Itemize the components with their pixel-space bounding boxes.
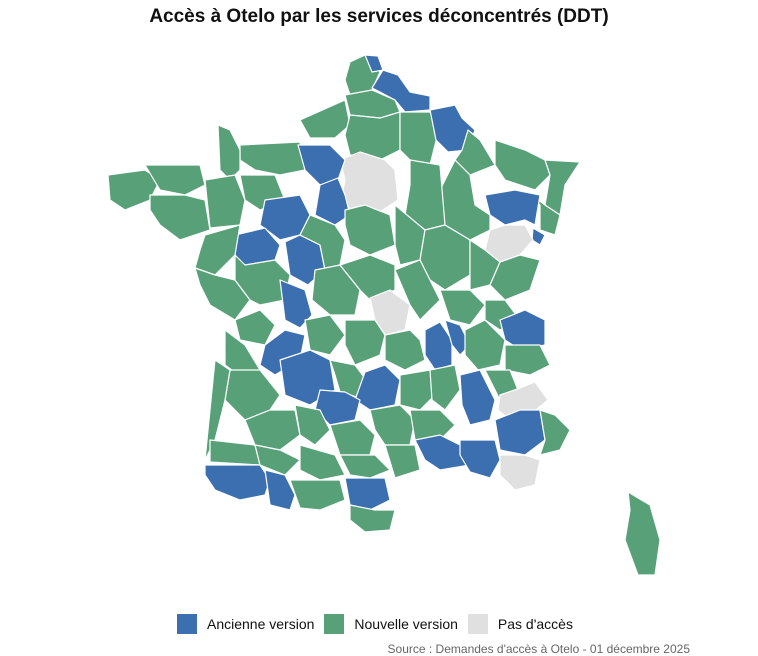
department-region xyxy=(299,99,351,139)
legend: Ancienne version Nouvelle version Pas d'… xyxy=(177,614,583,634)
department-region xyxy=(349,504,396,533)
department-region xyxy=(494,139,551,191)
department-region xyxy=(344,204,396,256)
department-region xyxy=(204,464,271,501)
department-region xyxy=(394,204,426,266)
department-region xyxy=(304,314,346,356)
department-region xyxy=(459,439,501,479)
department-region xyxy=(329,419,376,456)
department-region xyxy=(204,174,246,229)
department-region xyxy=(429,364,461,411)
legend-item-ancienne: Ancienne version xyxy=(177,614,314,634)
department-region xyxy=(264,469,296,511)
department-region xyxy=(194,267,251,321)
department-region xyxy=(489,254,541,301)
department-region xyxy=(539,409,571,456)
department-region xyxy=(344,111,401,161)
department-region xyxy=(544,159,581,216)
department-region xyxy=(289,479,346,511)
legend-swatch-ancienne xyxy=(177,614,197,634)
department-region xyxy=(354,364,401,411)
department-region xyxy=(234,309,276,346)
department-region xyxy=(339,151,399,213)
department-region xyxy=(339,454,391,479)
department-region xyxy=(344,319,386,366)
department-region xyxy=(339,254,396,301)
department-region xyxy=(524,189,561,236)
department-region xyxy=(624,491,661,576)
department-region xyxy=(399,369,436,411)
legend-label-nouvelle: Nouvelle version xyxy=(354,616,458,632)
department-region xyxy=(369,404,416,446)
department-region xyxy=(459,369,496,426)
legend-swatch-nouvelle xyxy=(324,614,345,634)
department-region xyxy=(144,164,206,196)
department-region xyxy=(497,381,549,421)
department-region xyxy=(344,477,391,511)
legend-label-ancienne: Ancienne version xyxy=(207,616,315,632)
legend-label-pas-acces: Pas d'accès xyxy=(497,616,573,632)
department-region xyxy=(409,409,456,441)
department-region xyxy=(299,444,346,481)
department-region xyxy=(294,404,331,446)
department-region xyxy=(254,444,301,476)
department-region xyxy=(504,344,551,376)
department-region xyxy=(494,409,546,456)
legend-swatch-pas-acces xyxy=(467,614,488,634)
chart-title: Accès à Otelo par les services déconcent… xyxy=(149,6,609,27)
source-caption: Source : Demandes d'accès à Otelo - 01 d… xyxy=(387,642,690,656)
department-region xyxy=(209,439,261,466)
department-region xyxy=(371,69,431,113)
department-region xyxy=(384,329,426,371)
department-region xyxy=(239,141,306,176)
department-region xyxy=(484,189,541,226)
department-region xyxy=(217,124,241,181)
department-region xyxy=(464,319,506,371)
department-region xyxy=(531,227,546,246)
department-region xyxy=(439,289,486,326)
legend-item-nouvelle: Nouvelle version xyxy=(324,614,458,634)
department-region xyxy=(384,444,421,479)
department-region xyxy=(394,259,441,321)
department-region xyxy=(149,194,211,241)
legend-item-pas-acces: Pas d'accès xyxy=(467,614,573,634)
department-region xyxy=(499,454,541,491)
